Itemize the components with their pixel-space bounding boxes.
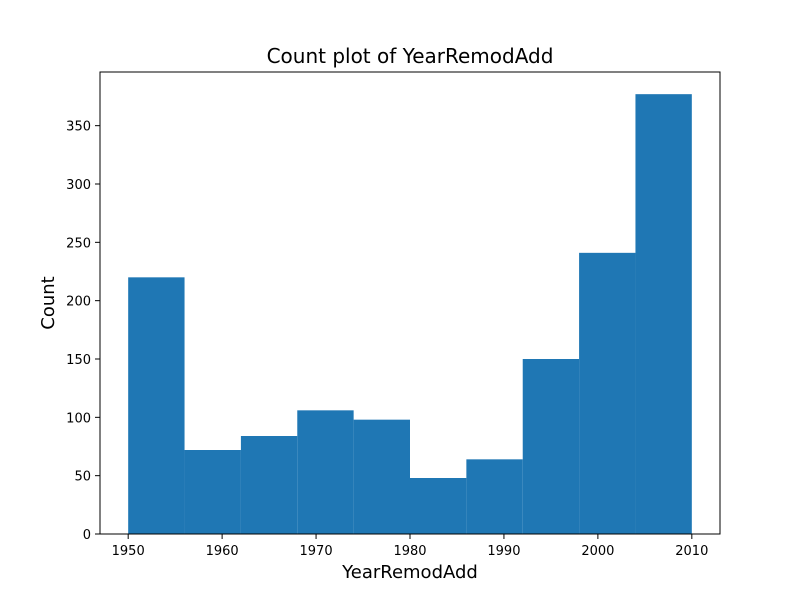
- y-tick-label: 150: [66, 353, 91, 368]
- y-tick-label: 0: [83, 528, 91, 543]
- histogram-bar: [522, 359, 580, 534]
- y-tick-label: 350: [66, 120, 91, 135]
- histogram-bar: [297, 410, 354, 534]
- y-axis-ticks: 0 50 100 150 200 250 300 350: [66, 120, 100, 543]
- bars-group: [128, 94, 692, 535]
- y-tick-label: 250: [66, 236, 91, 251]
- x-tick-label: 1970: [300, 544, 333, 559]
- histogram-bar: [128, 277, 185, 534]
- x-tick-label: 1950: [112, 544, 145, 559]
- histogram-bar: [579, 252, 636, 535]
- y-tick-label: 300: [66, 178, 91, 193]
- x-tick-label: 2010: [675, 544, 708, 559]
- x-tick-label: 1960: [206, 544, 239, 559]
- y-tick-label: 100: [66, 411, 91, 426]
- x-tick-label: 1980: [393, 544, 426, 559]
- histogram-bar: [466, 459, 523, 534]
- histogram-bar: [353, 419, 410, 534]
- histogram-bar: [184, 450, 241, 534]
- y-tick-label: 50: [74, 470, 91, 485]
- x-axis-ticks: 1950 1960 1970 1980 1990 2000 2010: [112, 534, 708, 559]
- y-axis-label: Count: [38, 276, 59, 329]
- x-tick-label: 2000: [581, 544, 614, 559]
- x-axis-label: YearRemodAdd: [341, 562, 478, 583]
- x-tick-label: 1990: [487, 544, 520, 559]
- histogram-bar: [410, 478, 467, 534]
- histogram-bar: [240, 436, 298, 534]
- histogram-bar: [635, 94, 692, 535]
- y-tick-label: 200: [66, 295, 91, 310]
- chart-title: Count plot of YearRemodAdd: [267, 44, 554, 68]
